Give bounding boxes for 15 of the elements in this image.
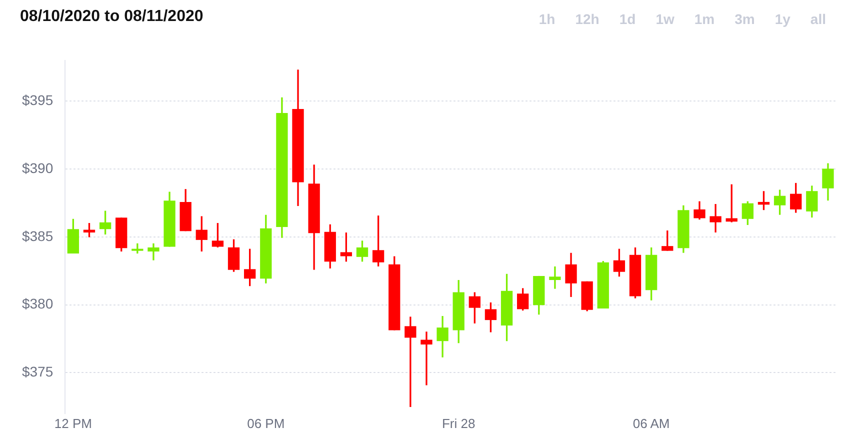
candlestick: [404, 316, 416, 407]
x-tick-label: 12 PM: [54, 416, 92, 431]
y-tick-label: $375: [22, 364, 54, 380]
candlestick: [710, 204, 722, 232]
candlestick: [549, 266, 561, 289]
candlestick: [148, 243, 160, 260]
y-tick-label: $395: [22, 92, 54, 108]
y-tick-label: $390: [22, 160, 54, 176]
y-tick-label: $385: [22, 228, 54, 244]
candlestick: [420, 332, 432, 386]
x-tick-label: 06 AM: [632, 416, 670, 431]
y-tick-label: $380: [22, 296, 54, 312]
chart-title: 08/10/2020 to 08/11/2020: [20, 8, 204, 26]
x-tick-label: 06 PM: [247, 416, 285, 431]
x-tick-label: Fri 28: [442, 416, 476, 431]
